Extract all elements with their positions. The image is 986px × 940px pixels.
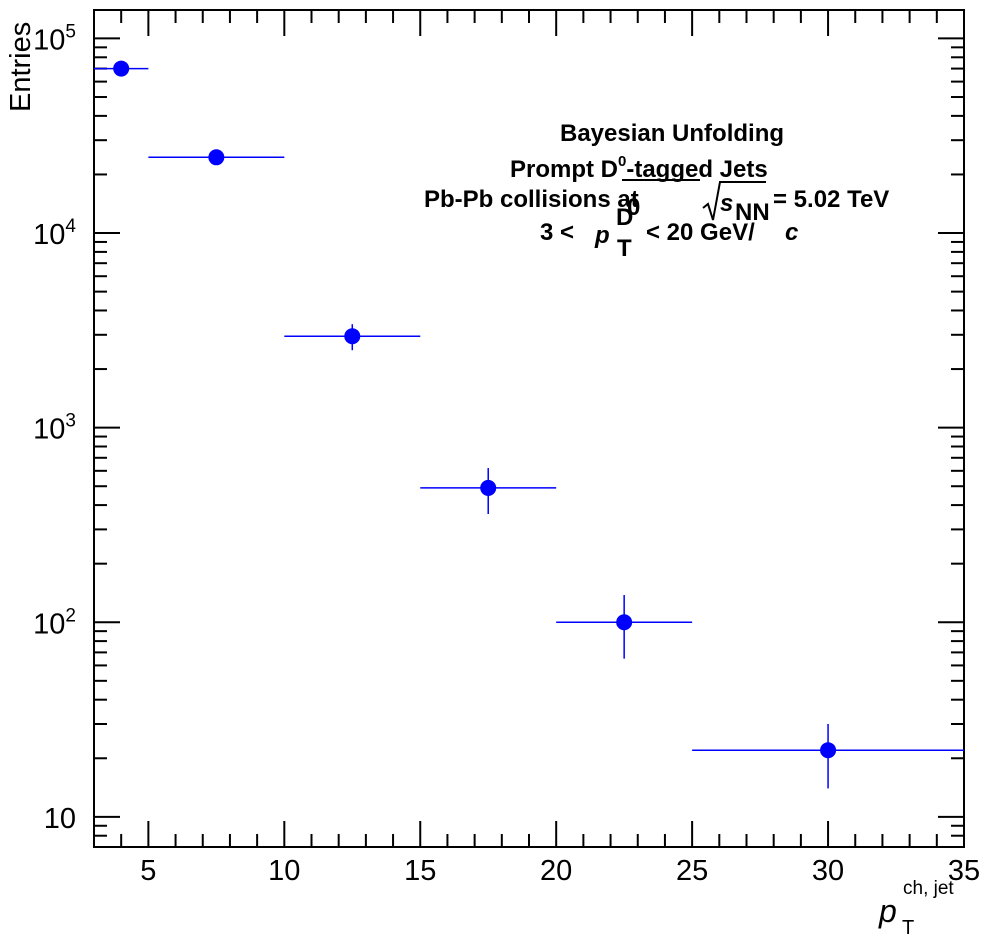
x-tick-label: 25 xyxy=(676,855,708,887)
data-point xyxy=(556,595,693,659)
x-tick-label: 35 xyxy=(948,855,980,887)
x-tick-label: 5 xyxy=(140,855,156,887)
y-tick-label: 10 xyxy=(44,803,76,835)
annotation-line-2-sup: 0 xyxy=(618,153,626,170)
data-marker xyxy=(616,614,633,631)
data-marker xyxy=(344,328,361,345)
annotation-line-4-sub: T xyxy=(617,235,632,262)
annotation-line-3-sub: NN xyxy=(735,199,770,226)
data-marker xyxy=(480,479,497,496)
y-tick-label: 102 xyxy=(33,605,76,640)
x-axis-title-sup: ch, jet xyxy=(903,878,954,899)
y-tick-label: 103 xyxy=(33,411,76,446)
x-axis-title-sub: T xyxy=(902,917,914,939)
data-marker xyxy=(113,60,130,77)
annotation-line-3-a: Pb-Pb collisions at xyxy=(424,186,639,213)
annotation-line-4-p: p xyxy=(594,222,610,249)
y-tick-label: 105 xyxy=(33,21,76,56)
annotation-line-2: Prompt D0-tagged Jets xyxy=(510,153,768,183)
annotation-block: Bayesian Unfolding Prompt D0-tagged Jets… xyxy=(424,120,889,262)
y-tick-label-base: 10 xyxy=(33,414,65,446)
data-point xyxy=(420,468,557,514)
annotation-line-4-c: c xyxy=(785,219,798,246)
y-tick-label-exp: 2 xyxy=(65,605,76,626)
data-points xyxy=(94,60,964,789)
x-axis-title: p T ch, jet xyxy=(878,878,954,939)
data-point xyxy=(148,149,285,166)
y-tick-label-exp: 3 xyxy=(65,411,76,432)
plot-frame xyxy=(93,9,965,848)
annotation-line-3-s: s xyxy=(720,190,733,217)
data-point xyxy=(284,324,421,351)
y-tick-label: 104 xyxy=(33,216,76,251)
axis-ticks xyxy=(93,10,965,848)
y-axis-title: Entries xyxy=(5,22,37,112)
y-tick-label-base: 10 xyxy=(33,219,65,251)
annotation-line-1: Bayesian Unfolding xyxy=(560,120,784,147)
annotation-line-4-a: 3 < xyxy=(540,219,574,246)
data-marker xyxy=(820,742,837,759)
y-tick-label-exp: 5 xyxy=(65,21,76,42)
x-tick-label: 30 xyxy=(812,855,844,887)
y-tick-label-base: 10 xyxy=(44,803,76,835)
y-tick-label-base: 10 xyxy=(33,608,65,640)
y-tick-label-base: 10 xyxy=(33,24,65,56)
data-point xyxy=(94,60,149,77)
data-marker xyxy=(208,149,225,166)
y-tick-label-exp: 4 xyxy=(65,216,76,237)
x-tick-label: 15 xyxy=(404,855,436,887)
annotation-line-4-sup: D xyxy=(616,204,633,231)
annotation-line-2-b: -tagged Jets xyxy=(626,156,767,183)
x-axis-title-main: p xyxy=(878,893,897,929)
sqrt-symbol xyxy=(702,181,766,221)
annotation-line-4-supsup: 0 xyxy=(627,194,640,221)
annotation-line-4-b: < 20 GeV/ xyxy=(646,219,755,246)
x-tick-label: 20 xyxy=(540,855,572,887)
annotation-line-2-a: Prompt D xyxy=(510,156,618,183)
data-point xyxy=(692,724,964,789)
x-tick-label: 10 xyxy=(268,855,300,887)
x-tick-labels: 5 10 15 20 25 30 35 xyxy=(140,855,980,887)
annotation-line-3-b: = 5.02 TeV xyxy=(773,186,889,213)
